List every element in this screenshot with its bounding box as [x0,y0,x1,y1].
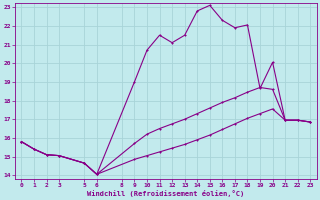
X-axis label: Windchill (Refroidissement éolien,°C): Windchill (Refroidissement éolien,°C) [87,190,244,197]
